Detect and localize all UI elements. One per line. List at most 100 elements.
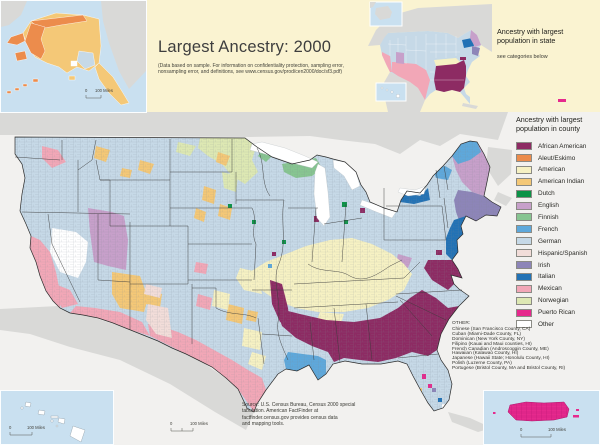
puerto-rico-inset: 0 100 Miles (483, 390, 600, 445)
svg-text:0: 0 (85, 88, 88, 93)
source-line3: factfinder.census.gov provides census da… (242, 414, 338, 421)
svg-text:100 Miles: 100 Miles (27, 425, 45, 430)
legend-row: Puerto Rican (516, 307, 600, 319)
legend-row: Aleut/Eskimo (516, 152, 600, 164)
svg-text:0: 0 (520, 427, 523, 432)
other-entry: Polish (Luzerne County, PA) (452, 361, 512, 367)
other-ancestries-list: OTHER: Chinese (San Francisco County, CA… (452, 321, 600, 372)
alaska-scale-bar: 0 100 Miles (85, 88, 113, 99)
legend-row: French (516, 223, 600, 235)
county-legend: Ancestry with largest population in coun… (516, 115, 600, 331)
legend-row: Other (516, 319, 600, 331)
legend-row: Finnish (516, 212, 600, 224)
other-entry: French Canadian (Androscoggin County, ME… (452, 346, 549, 352)
legend-label: English (538, 202, 559, 210)
main-scale-bar: 0 100 Miles (170, 421, 208, 432)
legend-label: American (538, 166, 565, 174)
legend-swatch (516, 296, 532, 305)
legend-row: English (516, 200, 600, 212)
canada-landmass (0, 112, 512, 206)
alaska-foreign-land (1, 1, 146, 89)
legend-swatch (516, 213, 532, 222)
svg-text:100 Miles: 100 Miles (548, 427, 566, 432)
legend-row: American (516, 164, 600, 176)
source-line1: Source: U.S. Census Bureau, Census 2000 … (242, 402, 356, 408)
legend-swatch (516, 225, 532, 234)
alaska-inset: 0 100 Miles (0, 0, 147, 113)
legend-swatch (516, 165, 532, 174)
title-note-line1: (Data based on sample. For information o… (158, 63, 344, 69)
legend-label: African American (538, 142, 587, 150)
svg-text:0: 0 (9, 425, 12, 430)
legend-row: Italian (516, 271, 600, 283)
legend-label: Finnish (538, 213, 559, 221)
puerto-rico-island (493, 401, 579, 422)
other-entry: Hawaiian (Kalawao County, HI) (452, 351, 519, 357)
great-lakes (249, 141, 427, 227)
other-entry: Chinese (San Francisco County, CA) (452, 326, 531, 332)
legend-swatch (516, 142, 532, 151)
other-entry: Japanese (Hawaii State; Honolulu County,… (452, 356, 550, 362)
source-line4: and mapping tools. (242, 421, 285, 428)
legend-label: Irish (538, 261, 551, 269)
legend-swatch (516, 201, 532, 210)
alaska-boroughs (6, 12, 130, 106)
other-entry: Cuban (Miami-Dade County, FL) (452, 331, 521, 337)
legend-swatch (516, 189, 532, 198)
us-outline (14, 136, 502, 413)
legend-label: Aleut/Eskimo (538, 154, 576, 162)
puerto-rico-scale-bar: 0 100 Miles (520, 427, 566, 438)
legend-swatch (516, 154, 532, 163)
other-entry: Filipino (Kauai and Maui counties, HI) (452, 341, 532, 347)
legend-row: Hispanic/Spanish (516, 247, 600, 259)
page-title: Largest Ancestry: 2000 (158, 38, 332, 56)
legend-label: Mexican (538, 285, 562, 293)
legend-row: German (516, 235, 600, 247)
legend-row: Irish (516, 259, 600, 271)
legend-row: Norwegian (516, 295, 600, 307)
legend-swatch (516, 261, 532, 270)
puerto-rico-state-dash (558, 99, 566, 102)
mexico-landmass (0, 306, 492, 432)
legend-swatch (516, 308, 532, 317)
mini-us (380, 30, 481, 104)
title-note-line2: nonsampling error, and definitions, see … (158, 69, 342, 76)
source-note: Source: U.S. Census Bureau, Census 2000 … (242, 402, 362, 428)
svg-text:0: 0 (170, 421, 173, 426)
hawaii-scale-bar: 0 100 Miles (9, 425, 45, 436)
legend-title-line1: Ancestry with largest (516, 115, 583, 124)
mini-hawaii-box (375, 82, 407, 102)
state-mini-map (368, 0, 492, 112)
legend-swatch (516, 177, 532, 186)
source-line2: tabulation. American FactFinder at (242, 408, 319, 415)
svg-text:100 Miles: 100 Miles (95, 88, 113, 93)
other-heading: OTHER: (452, 321, 471, 326)
legend-label: French (538, 225, 558, 233)
legend-swatch (516, 249, 532, 258)
legend-row: Mexican (516, 283, 600, 295)
legend-label: German (538, 237, 562, 245)
legend-swatch (516, 237, 532, 246)
legend-label: Hispanic/Spanish (538, 249, 588, 257)
us-county-map: 0 100 Miles (0, 112, 512, 432)
legend-swatch (516, 272, 532, 281)
hawaii-inset: 0 100 Miles (0, 390, 114, 445)
other-entry: Dominican (New York County, NY) (452, 336, 525, 342)
other-entry: Portugese (Bristol County, MA and Bristo… (452, 366, 566, 372)
legend-row: Dutch (516, 188, 600, 200)
svg-text:100 Miles: 100 Miles (190, 421, 208, 426)
legend-label: Dutch (538, 190, 555, 198)
state-inset-title-line2: population in state (497, 35, 556, 45)
state-inset-title-line1: Ancestry with largest (497, 27, 564, 36)
legend-swatch (516, 320, 532, 329)
state-inset-note: see categories below (497, 54, 548, 60)
main-map-area: 0 100 Miles (0, 112, 600, 445)
legend-row: African American (516, 140, 600, 152)
legend-label: American Indian (538, 178, 585, 186)
mini-alaska-box (369, 1, 403, 27)
legend-label: Norwegian (538, 297, 569, 305)
legend-swatch (516, 284, 532, 293)
state-boundaries (14, 139, 463, 365)
legend-label: Other (538, 320, 554, 328)
legend-label: Italian (538, 273, 556, 281)
